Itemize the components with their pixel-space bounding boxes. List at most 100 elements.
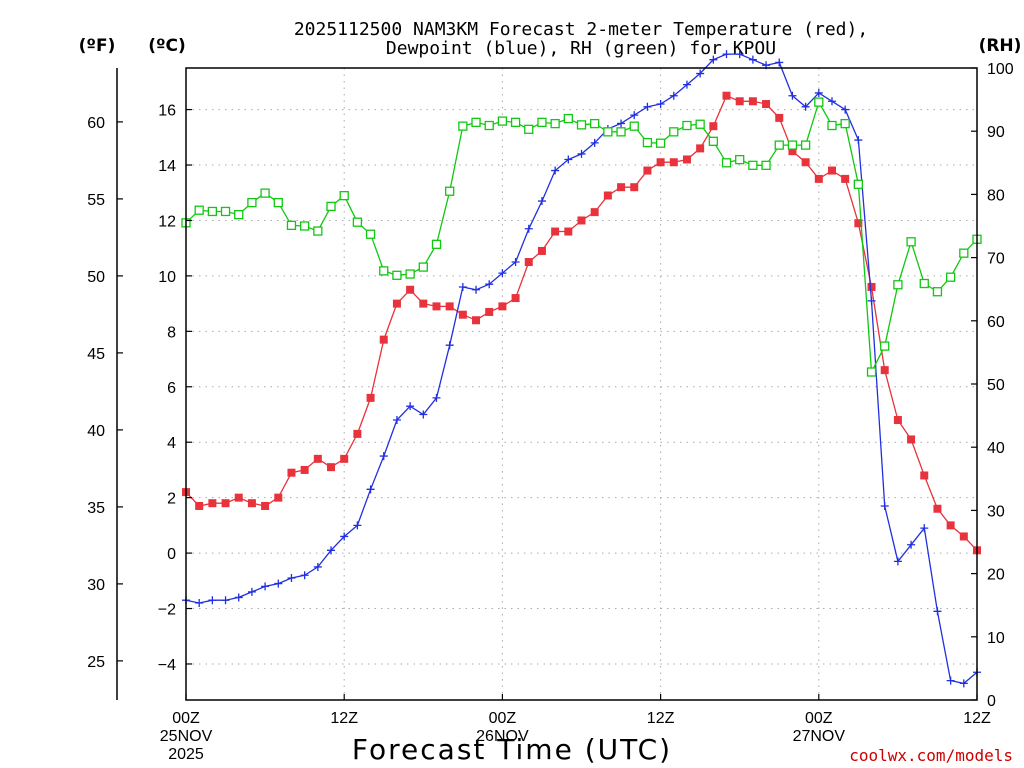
temperature-point [392, 299, 401, 308]
rh-tick-label: 60 [987, 314, 1005, 331]
temperature-point [340, 454, 349, 463]
celsius-tick-label: −2 [158, 602, 176, 619]
temperature-point [419, 299, 428, 308]
dewpoint-point [867, 296, 876, 305]
temperature-point [696, 144, 705, 153]
celsius-tick-label: 10 [158, 269, 176, 286]
dewpoint-point [748, 55, 757, 64]
rh-point [708, 136, 718, 146]
celsius-tick-label: 0 [167, 546, 176, 563]
dewpoint-point [630, 111, 639, 120]
x-tick-date: 26NOV [476, 728, 529, 745]
dewpoint-point [709, 55, 718, 64]
x-tick-year: 2025 [168, 746, 204, 763]
fahrenheit-tick-label: 55 [87, 192, 105, 209]
temperature-point [406, 285, 415, 294]
temperature-point [735, 97, 744, 106]
temperature-point [432, 302, 441, 311]
celsius-tick-label: 8 [167, 324, 176, 341]
rh-point [603, 127, 613, 137]
rh-point [405, 269, 415, 279]
rh-tick-label: 0 [987, 693, 996, 710]
rh-tick-label: 100 [987, 61, 1014, 78]
temperature-point [300, 465, 309, 474]
fahrenheit-tick-label: 60 [87, 115, 105, 132]
temperature-point [762, 100, 771, 109]
temperature-point [788, 147, 797, 156]
rh-point [840, 118, 850, 129]
dewpoint-point [577, 149, 586, 158]
rh-point [352, 217, 363, 227]
series-group [181, 50, 982, 688]
series-dewpoint [182, 50, 981, 688]
dewpoint-point [788, 91, 797, 100]
rh-point [866, 367, 877, 377]
dewpoint-point [880, 501, 889, 510]
temperature-point [630, 183, 639, 192]
dewpoint-point [893, 557, 902, 566]
rh-point [629, 121, 639, 131]
rh-point [695, 119, 705, 129]
rh-point [299, 221, 310, 231]
temperature-point [537, 246, 546, 255]
fahrenheit-tick-label: 45 [87, 346, 105, 363]
dewpoint-point [854, 136, 863, 145]
fahrenheit-tick-label: 50 [87, 269, 105, 286]
temperature-point [722, 91, 731, 100]
temperature-point [669, 158, 678, 167]
dewpoint-point [551, 166, 560, 175]
rh-point [959, 248, 969, 258]
rh-point [286, 220, 297, 231]
temperature-point [195, 501, 204, 510]
dewpoint-line [185, 53, 978, 685]
temperature-point [933, 504, 942, 513]
fahrenheit-tick-label: 35 [87, 500, 105, 517]
dewpoint-point [511, 258, 520, 267]
x-tick-label: 12Z [330, 710, 358, 727]
rh-point [932, 287, 943, 297]
dewpoint-point [247, 587, 256, 596]
temperature-point [682, 155, 691, 164]
dewpoint-point [590, 138, 599, 147]
rh-tick-label: 30 [987, 503, 1005, 520]
temperature-point [287, 468, 296, 477]
dewpoint-point [775, 58, 784, 67]
axes-group: −4 −2 0 2 4 6 8 10 12 14 16 25 30 35 40 45 50 55 60 0 10 20 30… [87, 61, 1014, 763]
dewpoint-point [564, 155, 573, 164]
dewpoint-point [419, 410, 428, 419]
dewpoint-point [353, 521, 362, 530]
dewpoint-point [498, 269, 507, 278]
x-tick-date: 27NOV [793, 728, 846, 745]
rh-point [906, 237, 916, 247]
temperature-point [564, 227, 573, 236]
rh-point [247, 197, 257, 208]
dewpoint-point [274, 579, 283, 588]
dewpoint-point [261, 582, 270, 591]
temperature-point [775, 113, 784, 122]
rh-point [273, 197, 283, 208]
dewpoint-point [327, 546, 336, 555]
rh-point [497, 116, 508, 126]
rh-tick-label: 10 [987, 630, 1005, 647]
dewpoint-point [933, 607, 942, 616]
rh-point [418, 262, 428, 272]
temperature-point [445, 302, 454, 311]
rh-point [787, 140, 798, 150]
rh-point [458, 121, 468, 131]
rh-point [880, 341, 890, 351]
temperature-point [748, 97, 757, 106]
celsius-tick-label: −4 [158, 657, 176, 674]
rh-point [326, 201, 336, 212]
rh-point [234, 209, 244, 220]
dewpoint-point [814, 88, 823, 97]
rh-point [510, 117, 521, 128]
rh-tick-label: 40 [987, 440, 1005, 457]
dewpoint-point [287, 574, 296, 583]
rh-point [524, 124, 534, 134]
celsius-tick-label: 4 [167, 435, 176, 452]
temperature-point [880, 366, 889, 375]
temperature-point [801, 158, 810, 167]
temperature-point [353, 429, 362, 438]
rh-point [642, 137, 653, 148]
rh-point [220, 206, 231, 217]
